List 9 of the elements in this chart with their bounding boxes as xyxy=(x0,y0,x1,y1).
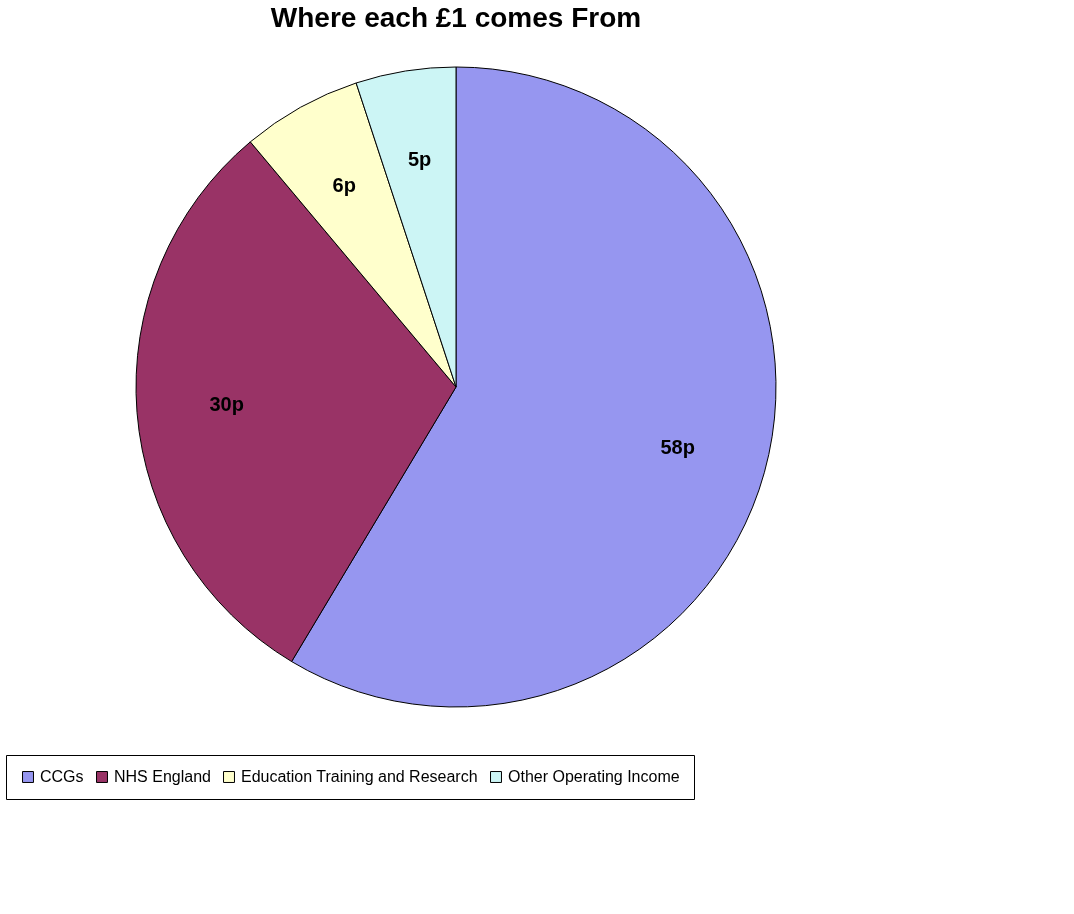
data-label: 58p xyxy=(660,436,695,459)
legend-label: NHS England xyxy=(114,768,211,785)
legend-label: Education Training and Research xyxy=(241,768,478,785)
chart-title: Where each £1 comes From xyxy=(270,2,642,33)
data-label: 5p xyxy=(407,147,432,170)
data-label: 30p xyxy=(209,393,244,416)
legend-label: CCGs xyxy=(40,768,84,785)
data-label: 6p xyxy=(332,174,356,197)
legend-label: Other Operating Income xyxy=(508,768,680,785)
